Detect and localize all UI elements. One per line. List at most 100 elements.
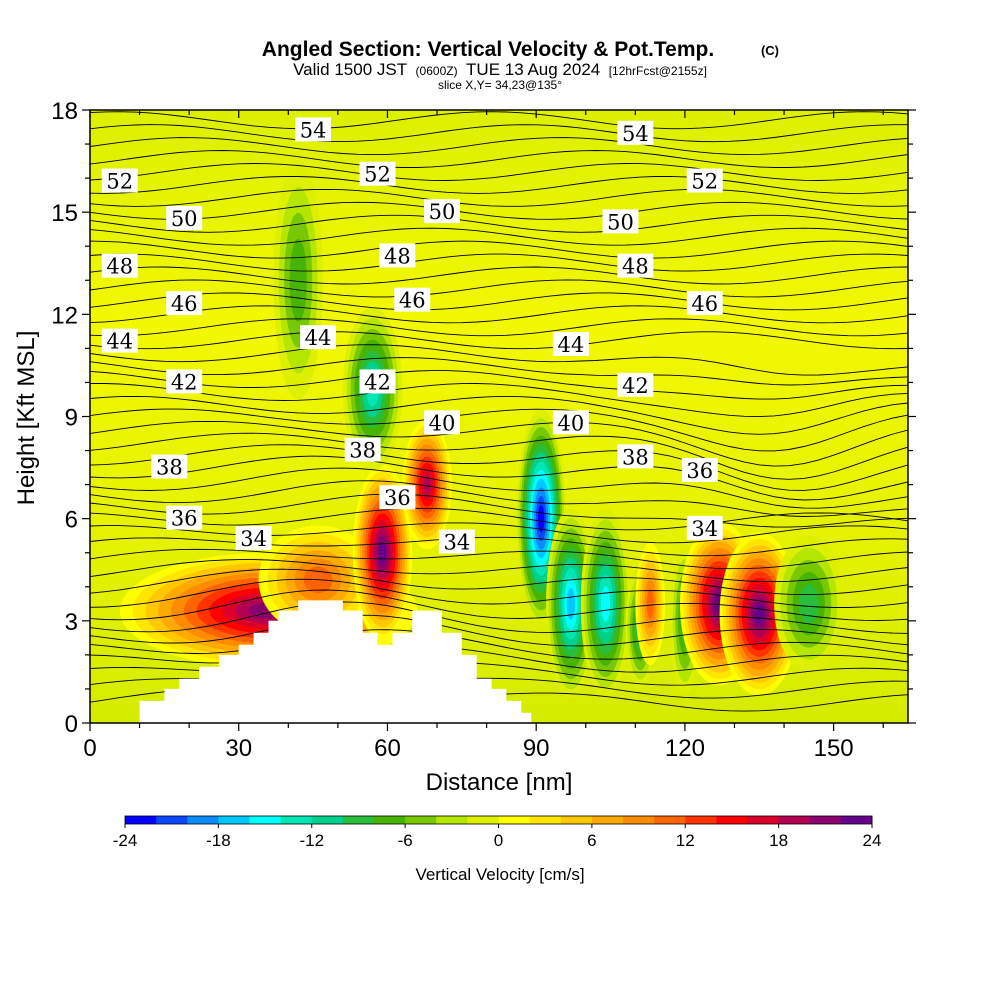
contour-line	[90, 214, 908, 233]
contour-line	[90, 370, 908, 400]
velocity-cell	[402, 419, 452, 550]
contour-line	[90, 279, 908, 298]
contour-line	[90, 357, 908, 386]
y-tick-label: 6	[65, 507, 78, 534]
chart-title-suffix: (C)	[761, 43, 779, 58]
colorbar-swatch	[342, 816, 375, 824]
colorbar-swatch	[436, 816, 468, 824]
contour-line	[90, 240, 908, 259]
colorbar-swatch	[311, 816, 344, 824]
contour-label-text: 34	[443, 531, 470, 555]
contour-label-bg	[438, 529, 475, 554]
x-tick-label: 150	[814, 735, 854, 762]
contour-line	[90, 253, 908, 272]
velocity-shade	[754, 603, 765, 625]
x-axis-label: Distance [nm]	[426, 769, 573, 796]
contour-label: 50	[602, 209, 639, 234]
contour-label-bg	[379, 485, 416, 510]
contour-label-text: 42	[622, 374, 649, 398]
colorbar-tick-label: -12	[299, 831, 324, 850]
contour-line	[90, 266, 908, 285]
contour-label: 44	[101, 328, 138, 354]
x-axis: 0 30 60 90 120 150	[83, 110, 884, 762]
contour-label: 48	[617, 253, 654, 279]
contour-line	[90, 305, 908, 324]
contour-label-text: 46	[399, 289, 426, 313]
colorbar-swatch	[685, 816, 717, 824]
colorbar-swatch	[498, 816, 531, 824]
valid-prefix: Valid 1500 JST	[293, 60, 407, 79]
contour-line	[90, 548, 908, 570]
contour-line	[90, 408, 908, 452]
contour-label: 54	[617, 120, 654, 146]
colorbar-swatch	[840, 816, 873, 824]
contour-label-text: 44	[106, 330, 133, 354]
colorbar-swatch	[374, 816, 406, 824]
contour-label-bg	[101, 328, 138, 353]
x-tick-label: 120	[665, 735, 705, 762]
contour-line	[90, 227, 908, 246]
y-tick-label: 18	[51, 98, 78, 125]
contour-label-text: 48	[384, 244, 411, 268]
contour-label: 34	[235, 526, 272, 551]
contour-label-text: 40	[558, 411, 585, 435]
contour-line	[90, 111, 908, 130]
contour-label-text: 46	[171, 292, 198, 316]
contour-label: 48	[379, 243, 416, 268]
contour-label-bg	[552, 410, 589, 435]
contour-line	[90, 578, 908, 608]
velocity-shade	[537, 504, 545, 533]
contour-label: 54	[295, 117, 332, 142]
contour-label: 48	[101, 253, 138, 279]
contour-label-bg	[617, 372, 654, 397]
velocity-shade	[423, 474, 431, 495]
contour-line	[90, 568, 908, 596]
contour-line	[90, 331, 908, 350]
y-tick-label: 12	[51, 302, 78, 329]
contour-label-bg	[602, 209, 639, 234]
velocity-cell	[273, 161, 324, 400]
velocity-shade	[566, 587, 576, 620]
contour-line	[90, 175, 908, 194]
contour-line	[90, 432, 908, 480]
chart-subtitle: Valid 1500 JST (0600Z) TUE 13 Aug 2024 […	[293, 60, 707, 79]
contour-label-text: 48	[106, 255, 133, 279]
contour-line	[90, 455, 908, 501]
contour-label-bg	[166, 205, 203, 230]
contour-label: 44	[552, 331, 589, 357]
contour-label-text: 50	[429, 200, 456, 224]
x-tick-label: 0	[83, 735, 96, 762]
contour-label-text: 52	[364, 163, 391, 187]
contour-label-bg	[359, 369, 396, 394]
contour-line	[90, 318, 908, 337]
contour-line	[90, 444, 908, 491]
contour-label-bg	[423, 199, 460, 224]
contour-label-text: 36	[171, 507, 198, 531]
colorbar-swatch	[591, 816, 624, 824]
contour-line	[90, 493, 908, 528]
contour-label-text: 52	[691, 170, 718, 194]
contour-label: 42	[617, 372, 654, 398]
y-tick-label: 9	[65, 405, 78, 432]
contour-label-bg	[686, 168, 723, 193]
colorbar-swatch	[218, 816, 250, 824]
contour-label: 40	[423, 410, 460, 435]
contour-label: 38	[151, 454, 188, 480]
velocity-cell	[635, 542, 666, 666]
contour-line	[90, 292, 908, 311]
colorbar-tick-label: -18	[206, 831, 231, 850]
contour-label-bg	[235, 526, 272, 551]
colorbar-swatch	[280, 816, 313, 824]
contour-label-bg	[379, 243, 416, 268]
y-axis-label: Height [Kft MSL]	[13, 331, 40, 506]
velocity-shade	[798, 584, 819, 624]
contour-label-text: 40	[429, 411, 456, 435]
colorbar-tick-label: 0	[494, 831, 503, 850]
chart-title: Angled Section: Vertical Velocity & Pot.…	[262, 38, 714, 61]
colorbar-swatch	[249, 816, 282, 824]
colorbar-swatch	[405, 816, 437, 824]
colorbar-swatch	[187, 816, 219, 824]
contour-label-text: 36	[686, 459, 713, 483]
